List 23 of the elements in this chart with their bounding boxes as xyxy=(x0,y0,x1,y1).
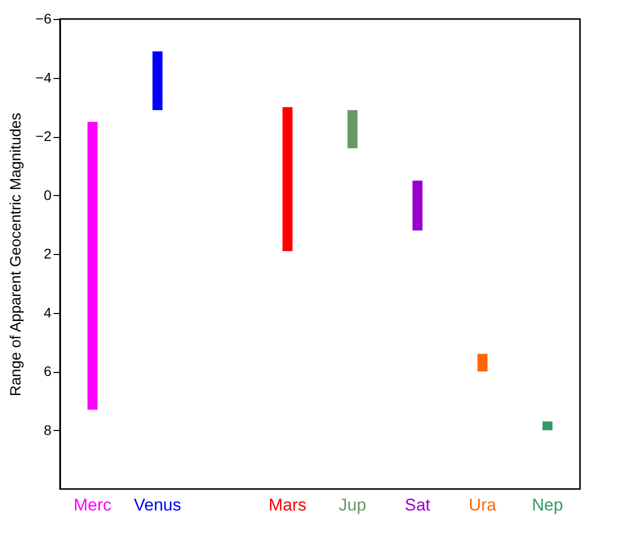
y-axis-title: Range of Apparent Geocentric Magnitudes xyxy=(8,112,25,396)
y-tick-label: 2 xyxy=(44,246,52,262)
x-tick-label: Ura xyxy=(468,496,497,514)
y-tick-label: −4 xyxy=(36,69,52,86)
x-tick-label: Sat xyxy=(404,496,431,514)
x-tick-label: Venus xyxy=(134,496,182,514)
y-tick-label: 4 xyxy=(44,304,52,320)
y-tick-label: 8 xyxy=(44,422,52,438)
x-tick-label: Jup xyxy=(338,496,366,514)
y-tick-label: 0 xyxy=(44,186,52,203)
x-tick-label: Nep xyxy=(532,496,564,514)
bar xyxy=(478,354,488,372)
bar xyxy=(88,122,98,410)
bar xyxy=(542,421,552,430)
x-tick-label: Merc xyxy=(74,496,112,514)
y-tick-label: −6 xyxy=(36,10,52,26)
x-tick-label: Mars xyxy=(268,496,306,514)
y-tick-label: 6 xyxy=(44,363,52,379)
bar xyxy=(412,180,422,230)
bar xyxy=(152,51,162,110)
bar xyxy=(348,110,358,148)
bar xyxy=(282,107,292,252)
y-tick-label: −2 xyxy=(36,128,52,144)
